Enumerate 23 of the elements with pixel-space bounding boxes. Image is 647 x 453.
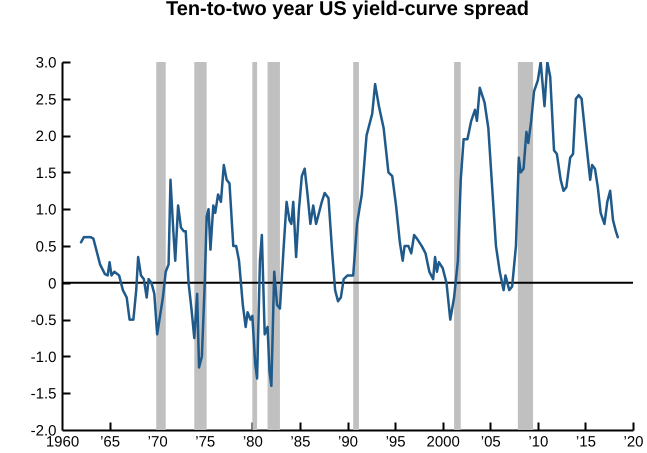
x-tick-label: ’75 bbox=[195, 434, 216, 450]
x-tick-label: 2000 bbox=[426, 434, 460, 450]
x-tick-label: ’80 bbox=[242, 434, 263, 450]
y-tick-label: 2.0 bbox=[36, 128, 56, 146]
x-tick-label: ’05 bbox=[480, 434, 501, 450]
y-tick-label: 1.0 bbox=[36, 202, 56, 219]
y-tick-label: 3.0 bbox=[36, 54, 56, 72]
y-tick-label: -0.5 bbox=[30, 312, 56, 330]
x-tick-label: ’70 bbox=[148, 434, 168, 450]
x-tick-label: ’10 bbox=[528, 434, 548, 450]
x-tick-label: ’65 bbox=[100, 434, 120, 450]
x-tick-label: ’20 bbox=[623, 434, 644, 450]
y-tick-label: -1.5 bbox=[30, 386, 56, 403]
y-tick-label: 0.5 bbox=[36, 238, 56, 256]
chart-title: Ten-to-two year US yield-curve spread bbox=[166, 0, 530, 20]
y-tick-label: 2.5 bbox=[36, 91, 56, 108]
x-tick-label: ’95 bbox=[386, 434, 406, 450]
x-tick-label: ’90 bbox=[338, 434, 358, 450]
y-tick-label: -1.0 bbox=[30, 348, 56, 366]
x-tick-label: ’15 bbox=[576, 434, 596, 450]
y-tick-label: 1.5 bbox=[36, 164, 56, 182]
y-tick-label: 0 bbox=[48, 275, 56, 292]
x-tick-label: ’85 bbox=[290, 434, 310, 450]
